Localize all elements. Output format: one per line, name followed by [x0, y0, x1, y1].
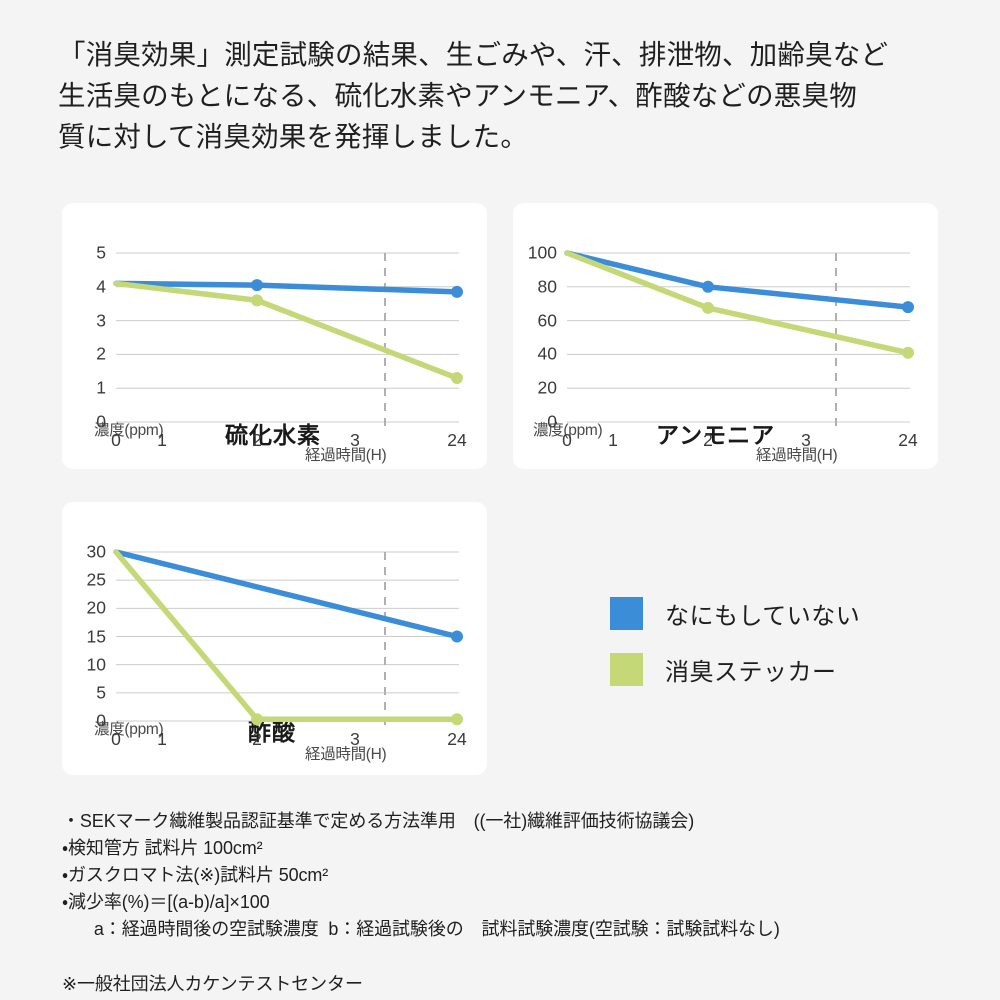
x-tick-label: 1	[157, 729, 167, 749]
y-tick-label: 2	[96, 343, 106, 364]
x-tick-label: 24	[447, 729, 467, 749]
x-tick-label: 0	[111, 430, 121, 450]
data-point-marker	[902, 301, 914, 314]
chart-nh3: 濃度(ppm) アンモニア 経過時間(H) 0 20 40 60 80 100 0 1 2 3 24	[513, 203, 938, 469]
y-tick-label: 100	[527, 242, 557, 263]
blue-square-swatch	[610, 596, 643, 630]
y-tick-label: 10	[86, 654, 106, 675]
data-point-marker	[451, 285, 463, 298]
chart-card-hydrogen-sulfide: 濃度(ppm) 硫化水素 経過時間(H) 0 1 2 3 4 5 0 1 2 3 24	[62, 203, 487, 469]
y-axis-unit-label: 濃度(ppm)	[533, 422, 603, 439]
chart-aa: 濃度(ppm) 酢酸 経過時間(H) 0 5 10 15 20 25 30 0 1 2 3 24	[62, 502, 487, 775]
legend-item-deodorant-sticker: 消臭ステッカー	[610, 652, 860, 686]
data-point-marker	[451, 372, 463, 385]
x-tick-label: 0	[562, 430, 572, 450]
plot-area-h2s	[113, 252, 463, 426]
x-tick-label: 2	[252, 729, 262, 749]
footnote-definition: a：経過時間後の空試験濃度 b：経過試験後の 試料試験濃度(空試験：試験試料なし…	[76, 919, 780, 939]
intro-paragraph: 「消臭効果」測定試験の結果、生ごみや、汗、排泄物、加齢臭など 生活臭のもとになる…	[58, 39, 889, 152]
y-axis-unit-label: 濃度(ppm)	[94, 422, 164, 439]
y-tick-label: 20	[86, 597, 106, 618]
y-tick-label: 5	[96, 682, 106, 703]
chart-card-acetic-acid: 濃度(ppm) 酢酸 経過時間(H) 0 5 10 15 20 25 30 0 1 2 3 24	[62, 502, 487, 775]
y-tick-label: 60	[537, 310, 557, 331]
x-tick-label: 24	[898, 430, 918, 450]
data-point-marker	[251, 713, 263, 726]
x-axis-label: 経過時間(H)	[756, 447, 838, 464]
data-point-marker	[902, 346, 914, 359]
x-tick-label: 3	[350, 430, 360, 450]
footnotes-block: ・SEKマーク繊維製品認証基準で定める方法準用 ((一社)繊維評価技術協議会) …	[62, 808, 962, 998]
data-point-marker	[251, 294, 263, 307]
x-axis-label: 経過時間(H)	[305, 746, 387, 763]
y-tick-label: 20	[537, 377, 557, 398]
legend-item-control: なにもしていない	[610, 596, 860, 630]
series-line	[564, 250, 911, 310]
y-tick-label: 5	[96, 242, 106, 263]
footnote-line-3: ・ガスクロマト法(※)試料片 50cm²	[62, 865, 329, 885]
plot-area-aa	[113, 549, 463, 726]
data-point-marker	[702, 280, 714, 293]
chart-h2s: 濃度(ppm) 硫化水素 経過時間(H) 0 1 2 3 4 5 0 1 2 3 24	[62, 203, 487, 469]
y-tick-label: 4	[96, 276, 106, 297]
y-tick-label: 3	[96, 310, 106, 331]
footnote-line-4: ・減少率(%)＝[(a-b)/a]×100	[62, 892, 270, 912]
x-tick-label: 3	[801, 430, 811, 450]
footnote-source: ※一般社団法人カケンテストセンター	[62, 974, 363, 994]
x-tick-label: 1	[157, 430, 167, 450]
x-tick-label: 3	[350, 729, 360, 749]
data-point-marker	[451, 713, 463, 726]
data-point-marker	[702, 301, 714, 314]
chart-card-ammonia: 濃度(ppm) アンモニア 経過時間(H) 0 20 40 60 80 100 0 1 2 3 24	[513, 203, 938, 469]
y-tick-label: 1	[96, 377, 106, 398]
y-tick-label: 0	[547, 411, 557, 432]
series-line	[113, 549, 460, 640]
y-axis-unit-label: 濃度(ppm)	[94, 721, 164, 738]
x-tick-label: 1	[608, 430, 618, 450]
data-point-marker	[251, 279, 263, 292]
y-tick-label: 30	[86, 541, 106, 562]
green-square-swatch	[610, 652, 643, 686]
y-tick-label: 0	[96, 411, 106, 432]
y-tick-label: 80	[537, 276, 557, 297]
chart-title: アンモニア	[656, 422, 776, 448]
y-tick-label: 15	[86, 626, 106, 646]
x-tick-label: 24	[447, 430, 467, 450]
x-tick-label: 2	[252, 430, 262, 450]
series-line	[113, 280, 460, 381]
legend-label-control: なにもしていない	[665, 602, 861, 630]
y-tick-label: 25	[86, 569, 106, 590]
y-tick-label: 0	[96, 710, 106, 731]
plot-area-nh3	[564, 250, 914, 426]
x-tick-label: 2	[703, 430, 713, 450]
footnote-line-1: ・SEKマーク繊維製品認証基準で定める方法準用 ((一社)繊維評価技術協議会)	[62, 811, 695, 831]
legend-label-deodorant-sticker: 消臭ステッカー	[665, 658, 837, 686]
data-point-marker	[451, 630, 463, 643]
x-tick-label: 0	[111, 729, 121, 749]
series-line	[113, 549, 460, 723]
y-tick-label: 40	[537, 343, 557, 364]
chart-legend: なにもしていない 消臭ステッカー	[610, 596, 860, 708]
chart-title: 硫化水素	[225, 422, 321, 448]
footnote-line-2: ・検知管方 試料片 100cm²	[62, 838, 263, 858]
x-axis-label: 経過時間(H)	[305, 447, 387, 464]
